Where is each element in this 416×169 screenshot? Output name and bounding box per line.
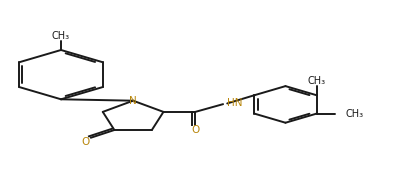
Text: O: O [81,137,89,147]
Text: CH₃: CH₃ [345,108,364,119]
Text: CH₃: CH₃ [52,31,70,41]
Text: O: O [191,125,199,135]
Text: HN: HN [227,98,243,108]
Text: N: N [129,96,137,106]
Text: CH₃: CH₃ [308,76,326,87]
